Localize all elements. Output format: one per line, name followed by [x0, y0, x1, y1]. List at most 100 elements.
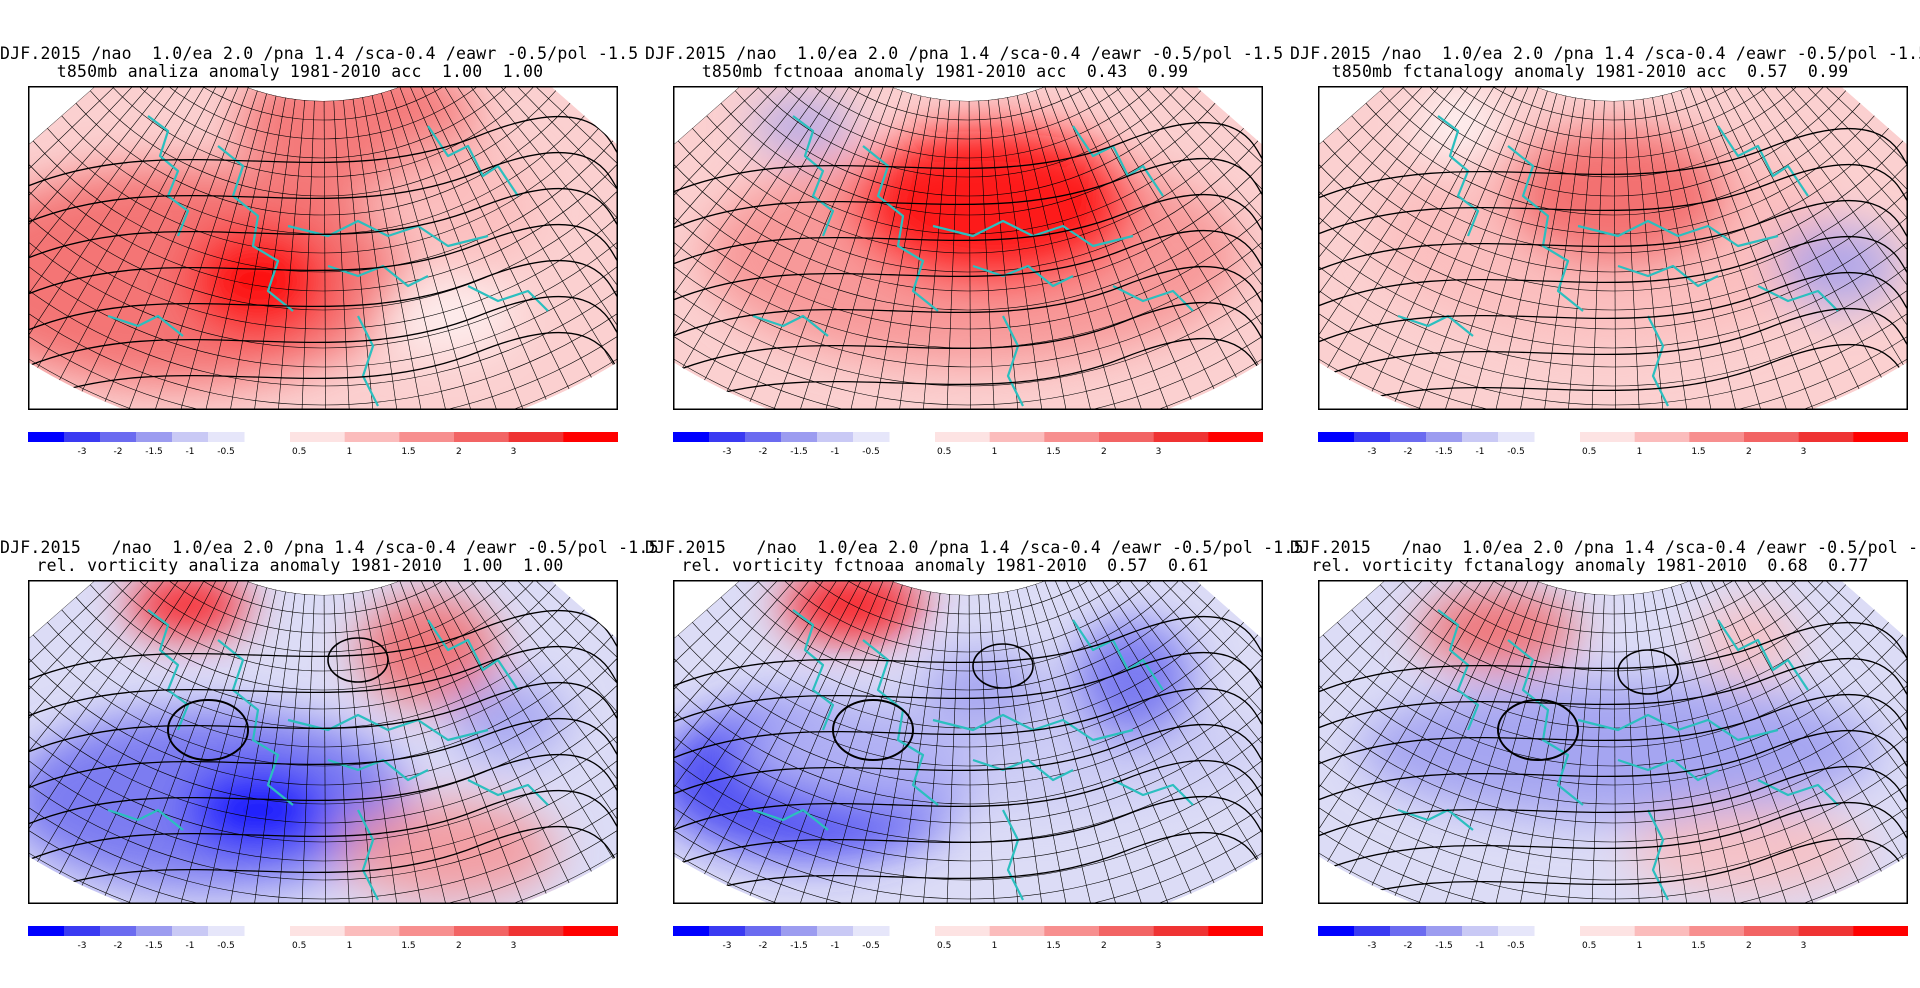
contours — [673, 121, 1263, 409]
longitude-line — [1418, 87, 1539, 410]
latitude-line — [1318, 697, 1908, 862]
longitude-line — [28, 580, 169, 769]
graticule — [1318, 580, 1908, 904]
contour-line — [673, 229, 1263, 301]
latitude-line — [1379, 90, 1847, 197]
graticule — [673, 86, 1263, 410]
colorbar-label: -3 — [1368, 941, 1377, 951]
longitude-line — [997, 98, 1047, 410]
contour-line — [1318, 765, 1908, 837]
colorbar-swatch — [1354, 926, 1391, 936]
colorbar-swatch — [817, 432, 854, 442]
longitude-line — [1110, 580, 1263, 800]
colorbar-swatch — [745, 432, 782, 442]
longitude-line — [1515, 591, 1576, 904]
longitude-line — [1318, 86, 1459, 275]
latitude-line — [28, 215, 618, 387]
panel-title-line2: t850mb analiza anomaly 1981-2010 acc 1.0… — [56, 62, 544, 81]
longitude-line — [1441, 90, 1548, 410]
coastline — [1072, 619, 1164, 691]
longitude-line — [920, 100, 951, 410]
longitude-line — [1053, 580, 1192, 894]
longitude-line — [1715, 580, 1882, 872]
latitude-line — [673, 697, 1263, 862]
panel-vort-fctnoaa: DJF.2015 /nao 1.0/ea 2.0 /pna 1.4 /sca-0… — [645, 494, 1304, 964]
colorbar-label: -0.5 — [217, 941, 235, 951]
coastline — [1002, 315, 1024, 407]
panel-title-line1: DJF.2015 /nao 1.0/ea 2.0 /pna 1.4 /sca-0… — [0, 538, 659, 557]
coastline — [1112, 285, 1194, 312]
colorbar-swatch — [136, 926, 173, 936]
longitude-line — [1623, 594, 1642, 904]
latitude-line — [749, 580, 1187, 672]
longitude-line — [1724, 580, 1904, 860]
anomaly-map — [28, 86, 618, 410]
colorbar-swatch — [1634, 926, 1690, 936]
latitude-line — [1318, 709, 1908, 881]
map-fan — [1318, 86, 1908, 410]
longitude-line — [408, 580, 547, 894]
longitude-line — [1318, 580, 1473, 804]
coastline — [1647, 315, 1669, 407]
longitude-line — [1007, 591, 1072, 904]
longitude-line — [988, 100, 1022, 410]
map-fan — [673, 580, 1263, 904]
longitude-line — [673, 86, 835, 326]
latitude-line — [146, 580, 500, 615]
colorbar-label: -2 — [759, 941, 768, 951]
colorbar-label: 1 — [992, 447, 998, 457]
contour-line — [28, 753, 618, 825]
longitude-line — [1762, 86, 1908, 289]
latitude-line — [673, 178, 1263, 330]
longitude-line — [128, 87, 249, 410]
longitude-line — [673, 580, 821, 787]
longitude-line — [1613, 100, 1617, 410]
longitude-line — [104, 86, 240, 402]
colorbar-swatch — [508, 926, 564, 936]
longitude-line — [1755, 580, 1908, 800]
colorbar-swatch — [1689, 432, 1745, 442]
longitude-line — [704, 86, 868, 381]
longitude-line — [673, 580, 851, 849]
latitude-line — [677, 140, 1259, 273]
longitude-line — [28, 86, 206, 355]
colorbar-label: 0.5 — [937, 941, 951, 951]
longitude-line — [1087, 86, 1263, 352]
longitude-line — [1565, 100, 1596, 410]
colorbar-label: 0.5 — [1582, 447, 1596, 457]
longitude-line — [1124, 86, 1263, 271]
longitude-line — [28, 86, 176, 293]
colorbar-swatch — [781, 926, 818, 936]
colorbar-label: -2 — [114, 447, 123, 457]
latitude-line — [1318, 647, 1908, 786]
coastlines — [107, 115, 549, 407]
contour-line — [28, 115, 618, 187]
longitude-line — [457, 86, 618, 322]
colorbar-swatch — [100, 926, 137, 936]
contour-closed — [327, 637, 389, 683]
longitude-line — [1095, 580, 1263, 832]
contour-closed — [1497, 699, 1579, 761]
longitude-line — [673, 86, 851, 355]
longitude-line — [1318, 580, 1466, 787]
longitude-line — [425, 86, 592, 378]
longitude-line — [1515, 97, 1576, 410]
colorbar-label: 0.5 — [1582, 941, 1596, 951]
colorbar-swatch — [817, 926, 854, 936]
longitude-line — [1747, 86, 1908, 322]
latitude-line — [763, 580, 1173, 653]
colorbar-label: 2 — [1101, 447, 1107, 457]
colorbar-swatch — [781, 432, 818, 442]
longitude-line — [1590, 594, 1605, 904]
colorbar-label: -0.5 — [1507, 447, 1525, 457]
coastline — [1112, 779, 1194, 806]
longitude-line — [1062, 86, 1215, 390]
colorbar-label: -3 — [78, 447, 87, 457]
colorbar-swatch — [935, 432, 991, 442]
coastline — [752, 314, 829, 337]
longitude-line — [472, 86, 618, 289]
latitude-line — [28, 190, 618, 349]
coastline — [752, 808, 829, 831]
longitude-line — [176, 93, 267, 410]
panel-title-line2: rel. vorticity fctnoaa anomaly 1981-2010… — [681, 556, 1209, 575]
